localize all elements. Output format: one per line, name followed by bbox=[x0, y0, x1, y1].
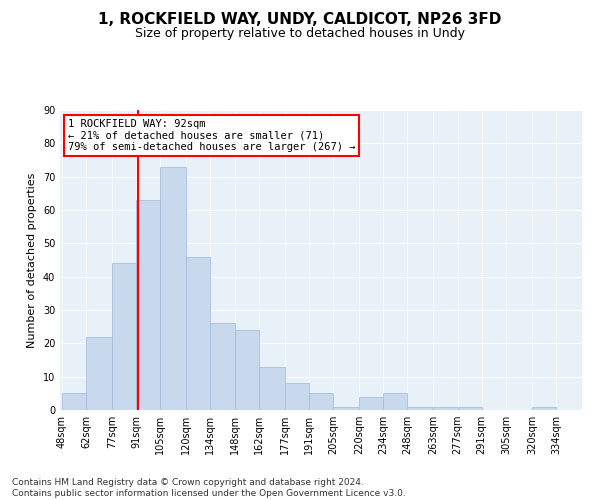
Bar bbox=[433, 406, 458, 410]
Bar bbox=[333, 406, 359, 410]
Text: 1 ROCKFIELD WAY: 92sqm
← 21% of detached houses are smaller (71)
79% of semi-det: 1 ROCKFIELD WAY: 92sqm ← 21% of detached… bbox=[68, 119, 355, 152]
Bar bbox=[160, 166, 186, 410]
Bar bbox=[62, 394, 86, 410]
Text: Size of property relative to detached houses in Undy: Size of property relative to detached ho… bbox=[135, 28, 465, 40]
Bar bbox=[259, 366, 285, 410]
Bar bbox=[285, 384, 309, 410]
Bar bbox=[383, 394, 407, 410]
Bar bbox=[309, 394, 333, 410]
Bar bbox=[532, 406, 556, 410]
Bar bbox=[86, 336, 112, 410]
Bar bbox=[235, 330, 259, 410]
Bar bbox=[458, 406, 482, 410]
Bar bbox=[407, 406, 433, 410]
Bar bbox=[112, 264, 136, 410]
Text: Contains HM Land Registry data © Crown copyright and database right 2024.
Contai: Contains HM Land Registry data © Crown c… bbox=[12, 478, 406, 498]
Bar bbox=[359, 396, 383, 410]
Y-axis label: Number of detached properties: Number of detached properties bbox=[27, 172, 37, 348]
Bar bbox=[186, 256, 211, 410]
Bar bbox=[211, 324, 235, 410]
Text: 1, ROCKFIELD WAY, UNDY, CALDICOT, NP26 3FD: 1, ROCKFIELD WAY, UNDY, CALDICOT, NP26 3… bbox=[98, 12, 502, 28]
Bar bbox=[136, 200, 160, 410]
